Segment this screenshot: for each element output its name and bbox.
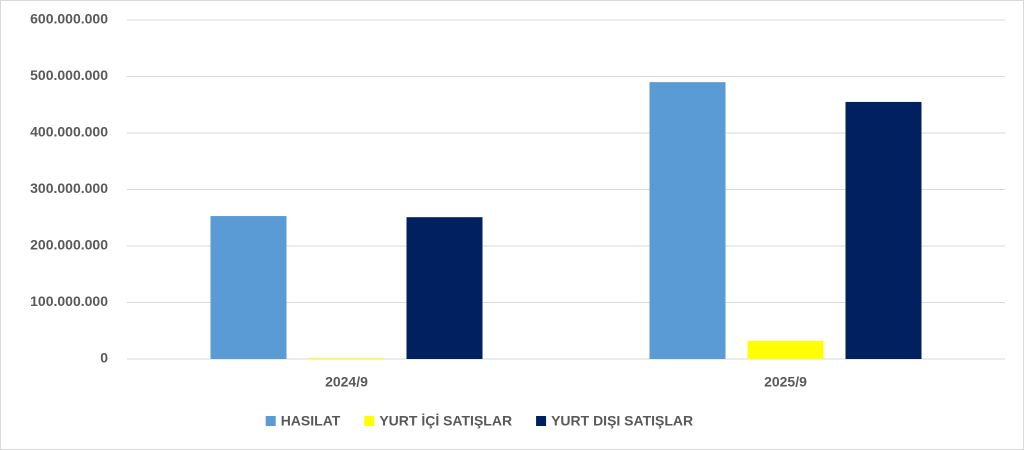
y-tick-label: 200.000.000 bbox=[30, 237, 108, 253]
bar bbox=[308, 357, 385, 359]
bar bbox=[406, 217, 483, 359]
legend-swatch bbox=[364, 416, 375, 426]
legend-label: YURT İÇİ SATIŞLAR bbox=[379, 413, 512, 429]
x-tick-label: 2024/9 bbox=[325, 374, 368, 390]
y-tick-label: 400.000.000 bbox=[30, 124, 108, 140]
x-tick-label: 2025/9 bbox=[764, 374, 807, 390]
y-tick-label: 600.000.000 bbox=[30, 11, 108, 27]
bar bbox=[845, 101, 922, 360]
y-tick-label: 100.000.000 bbox=[30, 293, 108, 309]
legend-label: HASILAT bbox=[281, 413, 341, 429]
legend-swatch bbox=[536, 416, 547, 426]
y-tick-label: 500.000.000 bbox=[30, 67, 108, 83]
y-tick-label: 300.000.000 bbox=[30, 180, 108, 196]
bar bbox=[649, 82, 726, 360]
bar bbox=[210, 216, 287, 359]
y-tick-label: 0 bbox=[100, 350, 108, 366]
legend-label: YURT DIŞI SATIŞLAR bbox=[551, 413, 693, 429]
bar bbox=[747, 340, 824, 359]
legend-swatch bbox=[265, 416, 276, 426]
